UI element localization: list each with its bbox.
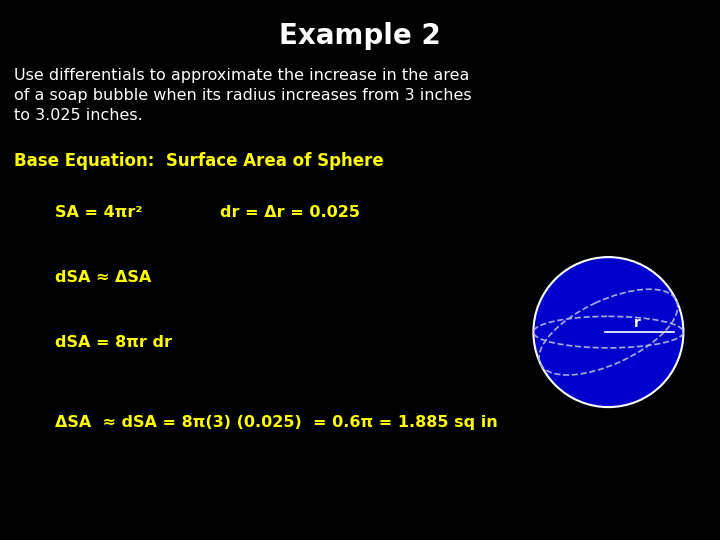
Text: r: r [634, 316, 640, 330]
Circle shape [534, 257, 683, 407]
Text: of a soap bubble when its radius increases from 3 inches: of a soap bubble when its radius increas… [14, 88, 472, 103]
Text: dr = Δr = 0.025: dr = Δr = 0.025 [220, 205, 360, 220]
Text: ΔSA  ≈ dSA = 8π(3) (0.025)  = 0.6π = 1.885 sq in: ΔSA ≈ dSA = 8π(3) (0.025) = 0.6π = 1.885… [55, 415, 498, 430]
Text: Use differentials to approximate the increase in the area: Use differentials to approximate the inc… [14, 68, 469, 83]
Text: Base Equation:  Surface Area of Sphere: Base Equation: Surface Area of Sphere [14, 152, 384, 170]
Text: dSA = 8πr dr: dSA = 8πr dr [55, 335, 172, 350]
Text: dSA ≈ ΔSA: dSA ≈ ΔSA [55, 270, 151, 285]
Text: Example 2: Example 2 [279, 22, 441, 50]
Text: SA = 4πr²: SA = 4πr² [55, 205, 143, 220]
Text: to 3.025 inches.: to 3.025 inches. [14, 108, 143, 123]
